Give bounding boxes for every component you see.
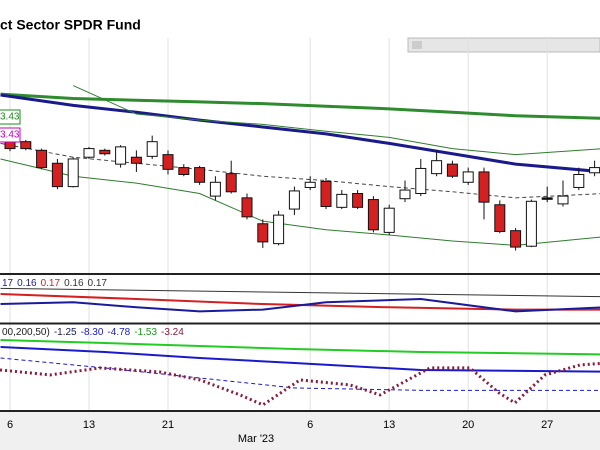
x-tick-label: 6 [307,419,313,431]
series-line [0,158,600,246]
candle-body [352,193,364,208]
candle-body [320,180,332,207]
candle-body [304,181,316,188]
candle-body [557,195,569,205]
candle-body [525,200,537,247]
candle-body [415,167,427,195]
legend-value: 00,200,50) [2,327,50,338]
candle-body [130,156,142,164]
candle-body [36,149,48,169]
candle-body [178,167,190,176]
scrollbar[interactable] [407,37,600,53]
candle-body [399,189,411,200]
candle-body [462,171,474,183]
legend-value: 0.17 [41,278,61,289]
candle-body [273,214,285,245]
price-label: 3.43 [0,130,20,141]
legend-value: -3.24 [161,327,184,338]
series-line [0,297,600,313]
series-line [0,357,600,391]
candle-body [20,141,32,150]
candle-body [83,148,95,158]
candle-body [115,146,127,165]
series-line [0,345,600,373]
x-tick-label: 13 [383,419,395,431]
candle-body [383,207,395,233]
series-line [0,292,600,311]
candle-body [67,158,79,188]
series-line [0,93,600,174]
candle-body [541,197,553,200]
legend-value: -1.25 [54,327,77,338]
candle-body [288,190,300,210]
legend-value: -8.30 [81,327,104,338]
legend-value: -4.78 [107,327,130,338]
candle-body [510,230,522,248]
panel-legend: 00,200,50) -1.25 -8.30 -4.78 -1.53 -3.24 [2,327,184,338]
candle-body [162,154,174,170]
candle-body [194,167,206,183]
candle-body [446,163,458,177]
candle-body [241,197,253,218]
x-tick-label: 27 [541,419,553,431]
month-label: Mar '23 [238,433,274,445]
series-line [72,85,600,156]
legend-value: 0.16 [17,278,37,289]
x-tick-label: 20 [462,419,474,431]
scroll-handle[interactable] [412,41,422,49]
legend-value: 0.17 [88,278,108,289]
panel-legend: 17 0.16 0.17 0.16 0.17 [2,278,107,289]
candle-body [336,193,348,208]
candle-body [51,162,63,188]
candle-body [494,204,506,233]
series-line [0,361,600,407]
candle-body [99,149,111,155]
price-label-box [0,127,21,143]
price-label-box [0,109,21,125]
legend-value: 17 [2,278,14,289]
candle-body [257,223,269,243]
candle-body [431,160,443,175]
candle-body [367,199,379,231]
price-label: 3.43 [0,112,20,123]
candle-body [573,174,585,188]
x-axis-area [0,412,600,450]
legend-value: 0.16 [64,278,84,289]
x-tick-label: 21 [162,419,174,431]
candle-body [146,141,158,157]
series-line [0,338,600,356]
x-tick-label: 13 [83,419,95,431]
x-tick-label: 6 [7,419,13,431]
candle-body [209,181,221,197]
candle-body [478,171,490,203]
chart-title: ct Sector SPDR Fund [0,17,141,33]
legend-value: -1.53 [134,327,157,338]
candle-body [589,167,600,174]
candle-body [225,173,237,193]
series-line [0,287,600,298]
